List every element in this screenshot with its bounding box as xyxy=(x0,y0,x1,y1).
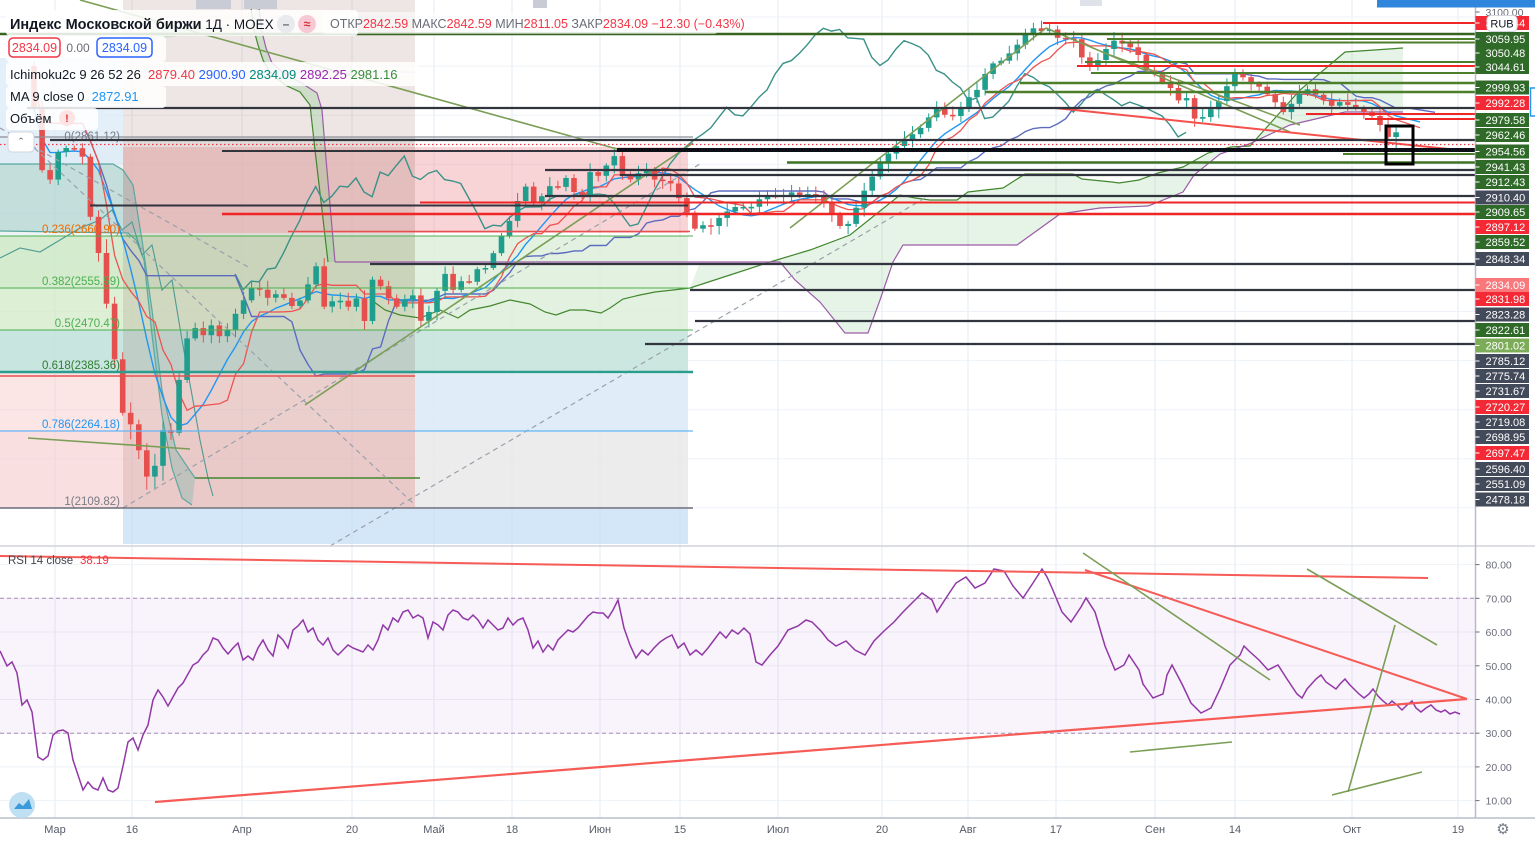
svg-text:2962.46: 2962.46 xyxy=(1486,130,1526,142)
svg-text:0.00: 0.00 xyxy=(66,41,90,55)
svg-text:2801.02: 2801.02 xyxy=(1486,341,1526,353)
svg-text:2831.98: 2831.98 xyxy=(1486,294,1526,306)
svg-text:2979.58: 2979.58 xyxy=(1486,115,1526,127)
svg-text:2731.67: 2731.67 xyxy=(1486,386,1526,398)
svg-text:2719.08: 2719.08 xyxy=(1486,417,1526,429)
svg-text:Индекс Московской биржи: Индекс Московской биржи xyxy=(10,17,202,33)
svg-text:2834.09: 2834.09 xyxy=(12,41,57,55)
svg-text:70.00: 70.00 xyxy=(1486,593,1512,605)
svg-text:Авг: Авг xyxy=(959,824,976,836)
svg-text:Объём: Объём xyxy=(10,111,51,126)
svg-text:2823.28: 2823.28 xyxy=(1486,310,1526,322)
svg-text:3059.95: 3059.95 xyxy=(1486,34,1526,46)
svg-text:2698.95: 2698.95 xyxy=(1486,432,1526,444)
svg-text:ˆ: ˆ xyxy=(19,135,24,150)
svg-text:0.618(2385.36): 0.618(2385.36) xyxy=(42,360,120,372)
svg-text:2822.61: 2822.61 xyxy=(1486,325,1526,337)
svg-text:–: – xyxy=(283,17,290,31)
svg-text:RUB: RUB xyxy=(1490,19,1513,31)
svg-text:0(2861.12): 0(2861.12) xyxy=(64,131,120,143)
svg-text:2775.74: 2775.74 xyxy=(1486,371,1526,383)
svg-text:Июн: Июн xyxy=(589,824,611,836)
svg-text:2596.40: 2596.40 xyxy=(1486,464,1526,476)
svg-text:0.786(2264.18): 0.786(2264.18) xyxy=(42,419,120,431)
svg-text:⚙: ⚙ xyxy=(1496,821,1509,838)
svg-text:1(2109.82): 1(2109.82) xyxy=(64,496,120,508)
svg-text:18: 18 xyxy=(506,824,518,836)
svg-text:· 1Д · MOEX: · 1Д · MOEX xyxy=(197,17,274,32)
svg-text:0.236(2660.90): 0.236(2660.90) xyxy=(42,224,120,236)
svg-text:Окт: Окт xyxy=(1343,824,1362,836)
svg-text:20.00: 20.00 xyxy=(1486,762,1512,774)
svg-text:2848.34: 2848.34 xyxy=(1486,254,1526,266)
svg-text:3044.61: 3044.61 xyxy=(1486,62,1526,74)
svg-text:2910.40: 2910.40 xyxy=(1486,193,1526,205)
svg-text:20: 20 xyxy=(876,824,888,836)
svg-text:2859.52: 2859.52 xyxy=(1486,237,1526,249)
svg-text:2954.56: 2954.56 xyxy=(1486,147,1526,159)
svg-text:2992.28: 2992.28 xyxy=(1486,98,1526,110)
svg-text:2720.27: 2720.27 xyxy=(1486,402,1526,414)
svg-text:2834.09: 2834.09 xyxy=(102,41,147,55)
svg-text:38.19: 38.19 xyxy=(80,555,109,567)
svg-text:2999.93: 2999.93 xyxy=(1486,83,1526,95)
svg-text:Сен: Сен xyxy=(1145,824,1165,836)
svg-text:2909.65: 2909.65 xyxy=(1486,207,1526,219)
svg-text:20: 20 xyxy=(346,824,358,836)
svg-text:50.00: 50.00 xyxy=(1486,661,1512,673)
svg-text:14: 14 xyxy=(1229,824,1241,836)
svg-text:MA 9 close 0 2872.91: MA 9 close 0 2872.91 xyxy=(10,89,139,104)
svg-text:2912.43: 2912.43 xyxy=(1486,177,1526,189)
svg-text:15: 15 xyxy=(674,824,686,836)
svg-text:16: 16 xyxy=(126,824,138,836)
svg-text:2697.47: 2697.47 xyxy=(1486,448,1526,460)
svg-text:2941.43: 2941.43 xyxy=(1486,162,1526,174)
svg-text:ОТКР2842.59 МАКС2842.59 МИН281: ОТКР2842.59 МАКС2842.59 МИН2811.05 ЗАКР2… xyxy=(330,17,745,31)
svg-text:Май: Май xyxy=(423,824,445,836)
svg-text:Мар: Мар xyxy=(44,824,66,836)
svg-text:≈: ≈ xyxy=(304,17,311,31)
svg-text:RSI 14 close: RSI 14 close xyxy=(8,555,73,567)
svg-text:0.5(2470.47): 0.5(2470.47) xyxy=(55,318,120,330)
svg-text:2785.12: 2785.12 xyxy=(1486,356,1526,368)
svg-text:2897.12: 2897.12 xyxy=(1486,222,1526,234)
svg-text:40.00: 40.00 xyxy=(1486,695,1512,707)
svg-text:Июл: Июл xyxy=(767,824,789,836)
svg-text:10.00: 10.00 xyxy=(1486,796,1512,808)
svg-text:2551.09: 2551.09 xyxy=(1486,479,1526,491)
svg-text:19: 19 xyxy=(1452,824,1464,836)
svg-text:60.00: 60.00 xyxy=(1486,627,1512,639)
svg-text:0.382(2555.59): 0.382(2555.59) xyxy=(42,276,120,288)
svg-text:17: 17 xyxy=(1050,824,1062,836)
svg-text:Апр: Апр xyxy=(232,824,251,836)
svg-text:80.00: 80.00 xyxy=(1486,560,1512,572)
svg-text:!: ! xyxy=(65,113,69,125)
svg-text:30.00: 30.00 xyxy=(1486,728,1512,740)
svg-text:2478.18: 2478.18 xyxy=(1486,495,1526,507)
svg-text:2834.09: 2834.09 xyxy=(1486,280,1526,292)
svg-text:Ichimoku2c 9 26 52 26 2879.40: Ichimoku2c 9 26 52 26 2879.40 2900.90 28… xyxy=(10,67,397,82)
svg-text:3050.48: 3050.48 xyxy=(1486,48,1526,60)
